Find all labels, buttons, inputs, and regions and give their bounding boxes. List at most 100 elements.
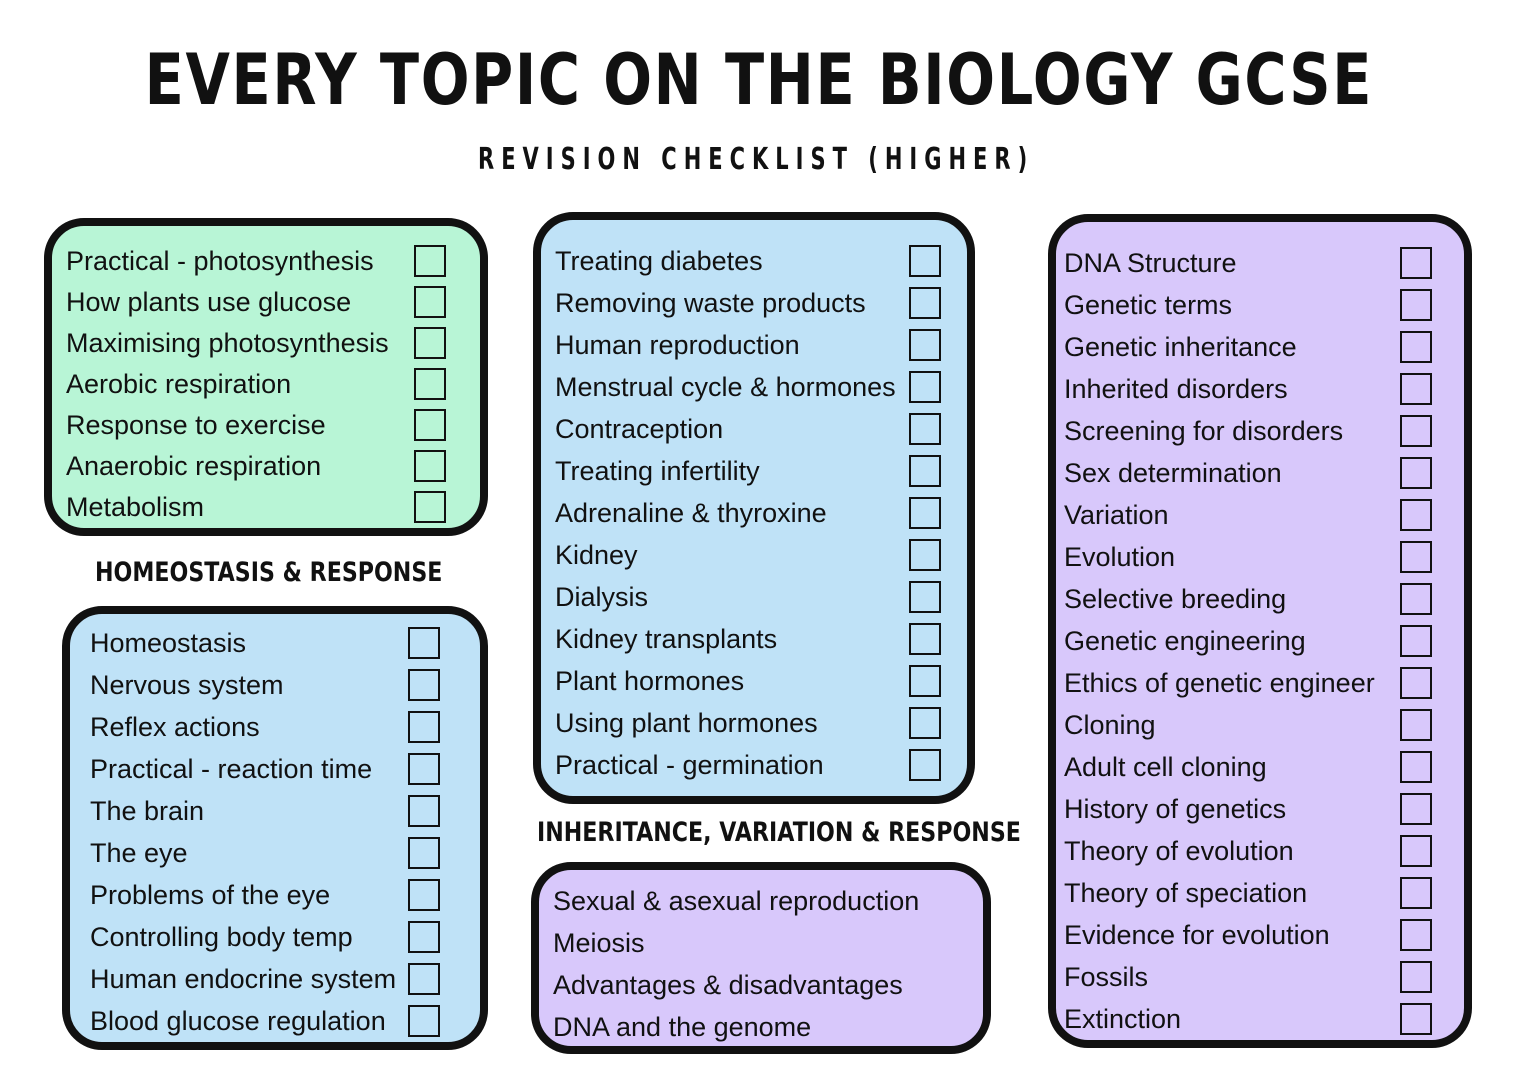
checkbox[interactable]	[1400, 583, 1432, 615]
checklist-item-label: Human reproduction	[555, 330, 800, 360]
checklist-item-label: Genetic inheritance	[1064, 332, 1297, 362]
checklist-item-label: Screening for disorders	[1064, 416, 1344, 446]
checklist-box-green: Practical - photosynthesis How plants use…	[44, 218, 488, 536]
checkbox[interactable]	[909, 413, 941, 445]
checklist-item-label: Genetic terms	[1064, 290, 1233, 320]
checkbox[interactable]	[1400, 625, 1432, 657]
checkbox[interactable]	[909, 329, 941, 361]
checkbox[interactable]	[1400, 289, 1432, 321]
checkbox[interactable]	[414, 450, 446, 482]
checkbox[interactable]	[1400, 499, 1432, 531]
checkbox[interactable]	[909, 287, 941, 319]
checklist-item: Variation	[1056, 494, 1464, 536]
checkbox[interactable]	[1400, 919, 1432, 951]
checklist-item-label: Controlling body temp	[90, 922, 353, 952]
checklist-item: Response to exercise	[52, 404, 480, 446]
checklist-item-label: Sex determination	[1064, 458, 1282, 488]
checklist-item: Practical - photosynthesis	[52, 240, 480, 282]
checklist-item-label: Theory of speciation	[1064, 878, 1308, 908]
checklist-item: Advantages & disadvantages	[539, 964, 983, 1006]
checklist-item: Sex determination	[1056, 452, 1464, 494]
checklist-item-label: Adult cell cloning	[1064, 752, 1267, 782]
checkbox[interactable]	[1400, 667, 1432, 699]
checklist-item: Blood glucose regulation	[70, 1000, 480, 1042]
checkbox[interactable]	[909, 581, 941, 613]
checklist-item-label: The eye	[90, 838, 188, 868]
checklist-item-label: Cloning	[1064, 710, 1156, 740]
checklist-box-blue-middle: Treating diabetes Removing waste products…	[533, 212, 975, 804]
checkbox[interactable]	[408, 795, 440, 827]
checklist-item: Cloning	[1056, 704, 1464, 746]
checkbox[interactable]	[408, 753, 440, 785]
checkbox[interactable]	[1400, 751, 1432, 783]
checkbox[interactable]	[414, 409, 446, 441]
checkbox[interactable]	[909, 707, 941, 739]
checkbox[interactable]	[414, 286, 446, 318]
checklist-item-label: Genetic engineering	[1064, 626, 1306, 656]
checkbox[interactable]	[408, 627, 440, 659]
checkbox[interactable]	[1400, 373, 1432, 405]
checkbox[interactable]	[408, 963, 440, 995]
checkbox[interactable]	[1400, 709, 1432, 741]
checklist-item: Genetic inheritance	[1056, 326, 1464, 368]
checkbox[interactable]	[1400, 541, 1432, 573]
checkbox[interactable]	[1400, 793, 1432, 825]
checkbox[interactable]	[1400, 247, 1432, 279]
checklist-box-purple-middle: Sexual & asexual reproduction Meiosis Adva…	[531, 862, 991, 1054]
checkbox[interactable]	[909, 455, 941, 487]
checkbox[interactable]	[408, 879, 440, 911]
checklist-item: Removing waste products	[541, 282, 967, 324]
checkbox[interactable]	[909, 665, 941, 697]
checkbox[interactable]	[1400, 415, 1432, 447]
checkbox[interactable]	[909, 623, 941, 655]
checklist-item: Practical - reaction time	[70, 748, 480, 790]
checklist-item-label: Menstrual cycle & hormones	[555, 372, 896, 402]
checkbox[interactable]	[1400, 877, 1432, 909]
checklist-item: Plant hormones	[541, 660, 967, 702]
checkbox[interactable]	[1400, 961, 1432, 993]
section-heading-homeostasis: HOMEOSTASIS & RESPONSE	[95, 557, 443, 588]
checklist-item: Menstrual cycle & hormones	[541, 366, 967, 408]
checklist-item-label: How plants use glucose	[66, 287, 352, 317]
checklist-item-label: Response to exercise	[66, 410, 326, 440]
checkbox[interactable]	[909, 245, 941, 277]
checkbox[interactable]	[414, 327, 446, 359]
checklist-item-label: DNA Structure	[1064, 248, 1237, 278]
checkbox[interactable]	[909, 371, 941, 403]
checklist-item: Practical - germination	[541, 744, 967, 786]
checklist-item: Extinction	[1056, 998, 1464, 1040]
checklist-item-label: Selective breeding	[1064, 584, 1287, 614]
checklist-item: Theory of speciation	[1056, 872, 1464, 914]
checklist-item: Dialysis	[541, 576, 967, 618]
checklist-item-label: Anaerobic respiration	[66, 451, 322, 481]
checklist-item-label: DNA and the genome	[553, 1012, 812, 1042]
checkbox[interactable]	[909, 749, 941, 781]
checkbox[interactable]	[1400, 835, 1432, 867]
checkbox[interactable]	[408, 921, 440, 953]
checkbox[interactable]	[1400, 457, 1432, 489]
checkbox[interactable]	[1400, 1003, 1432, 1035]
checkbox[interactable]	[414, 368, 446, 400]
checklist-item-label: Advantages & disadvantages	[553, 970, 903, 1000]
checklist-item-label: Kidney	[555, 540, 638, 570]
checkbox[interactable]	[1400, 331, 1432, 363]
checklist-item: Reflex actions	[70, 706, 480, 748]
checklist-item: Maximising photosynthesis	[52, 322, 480, 364]
checklist-item-label: Dialysis	[555, 582, 649, 612]
checkbox[interactable]	[909, 497, 941, 529]
checklist-item-label: Maximising photosynthesis	[66, 328, 389, 358]
checklist-item: The brain	[70, 790, 480, 832]
checklist-item: Nervous system	[70, 664, 480, 706]
checkbox[interactable]	[408, 1005, 440, 1037]
checkbox[interactable]	[414, 245, 446, 277]
checklist-item: Controlling body temp	[70, 916, 480, 958]
checklist-item-label: Ethics of genetic engineer	[1064, 668, 1375, 698]
page-subtitle: REVISION CHECKLIST (HIGHER)	[478, 142, 1035, 177]
checkbox[interactable]	[408, 837, 440, 869]
checklist-item: Screening for disorders	[1056, 410, 1464, 452]
checkbox[interactable]	[414, 491, 446, 523]
checkbox[interactable]	[408, 669, 440, 701]
checkbox[interactable]	[408, 711, 440, 743]
checkbox[interactable]	[909, 539, 941, 571]
checklist-item-label: Variation	[1064, 500, 1169, 530]
